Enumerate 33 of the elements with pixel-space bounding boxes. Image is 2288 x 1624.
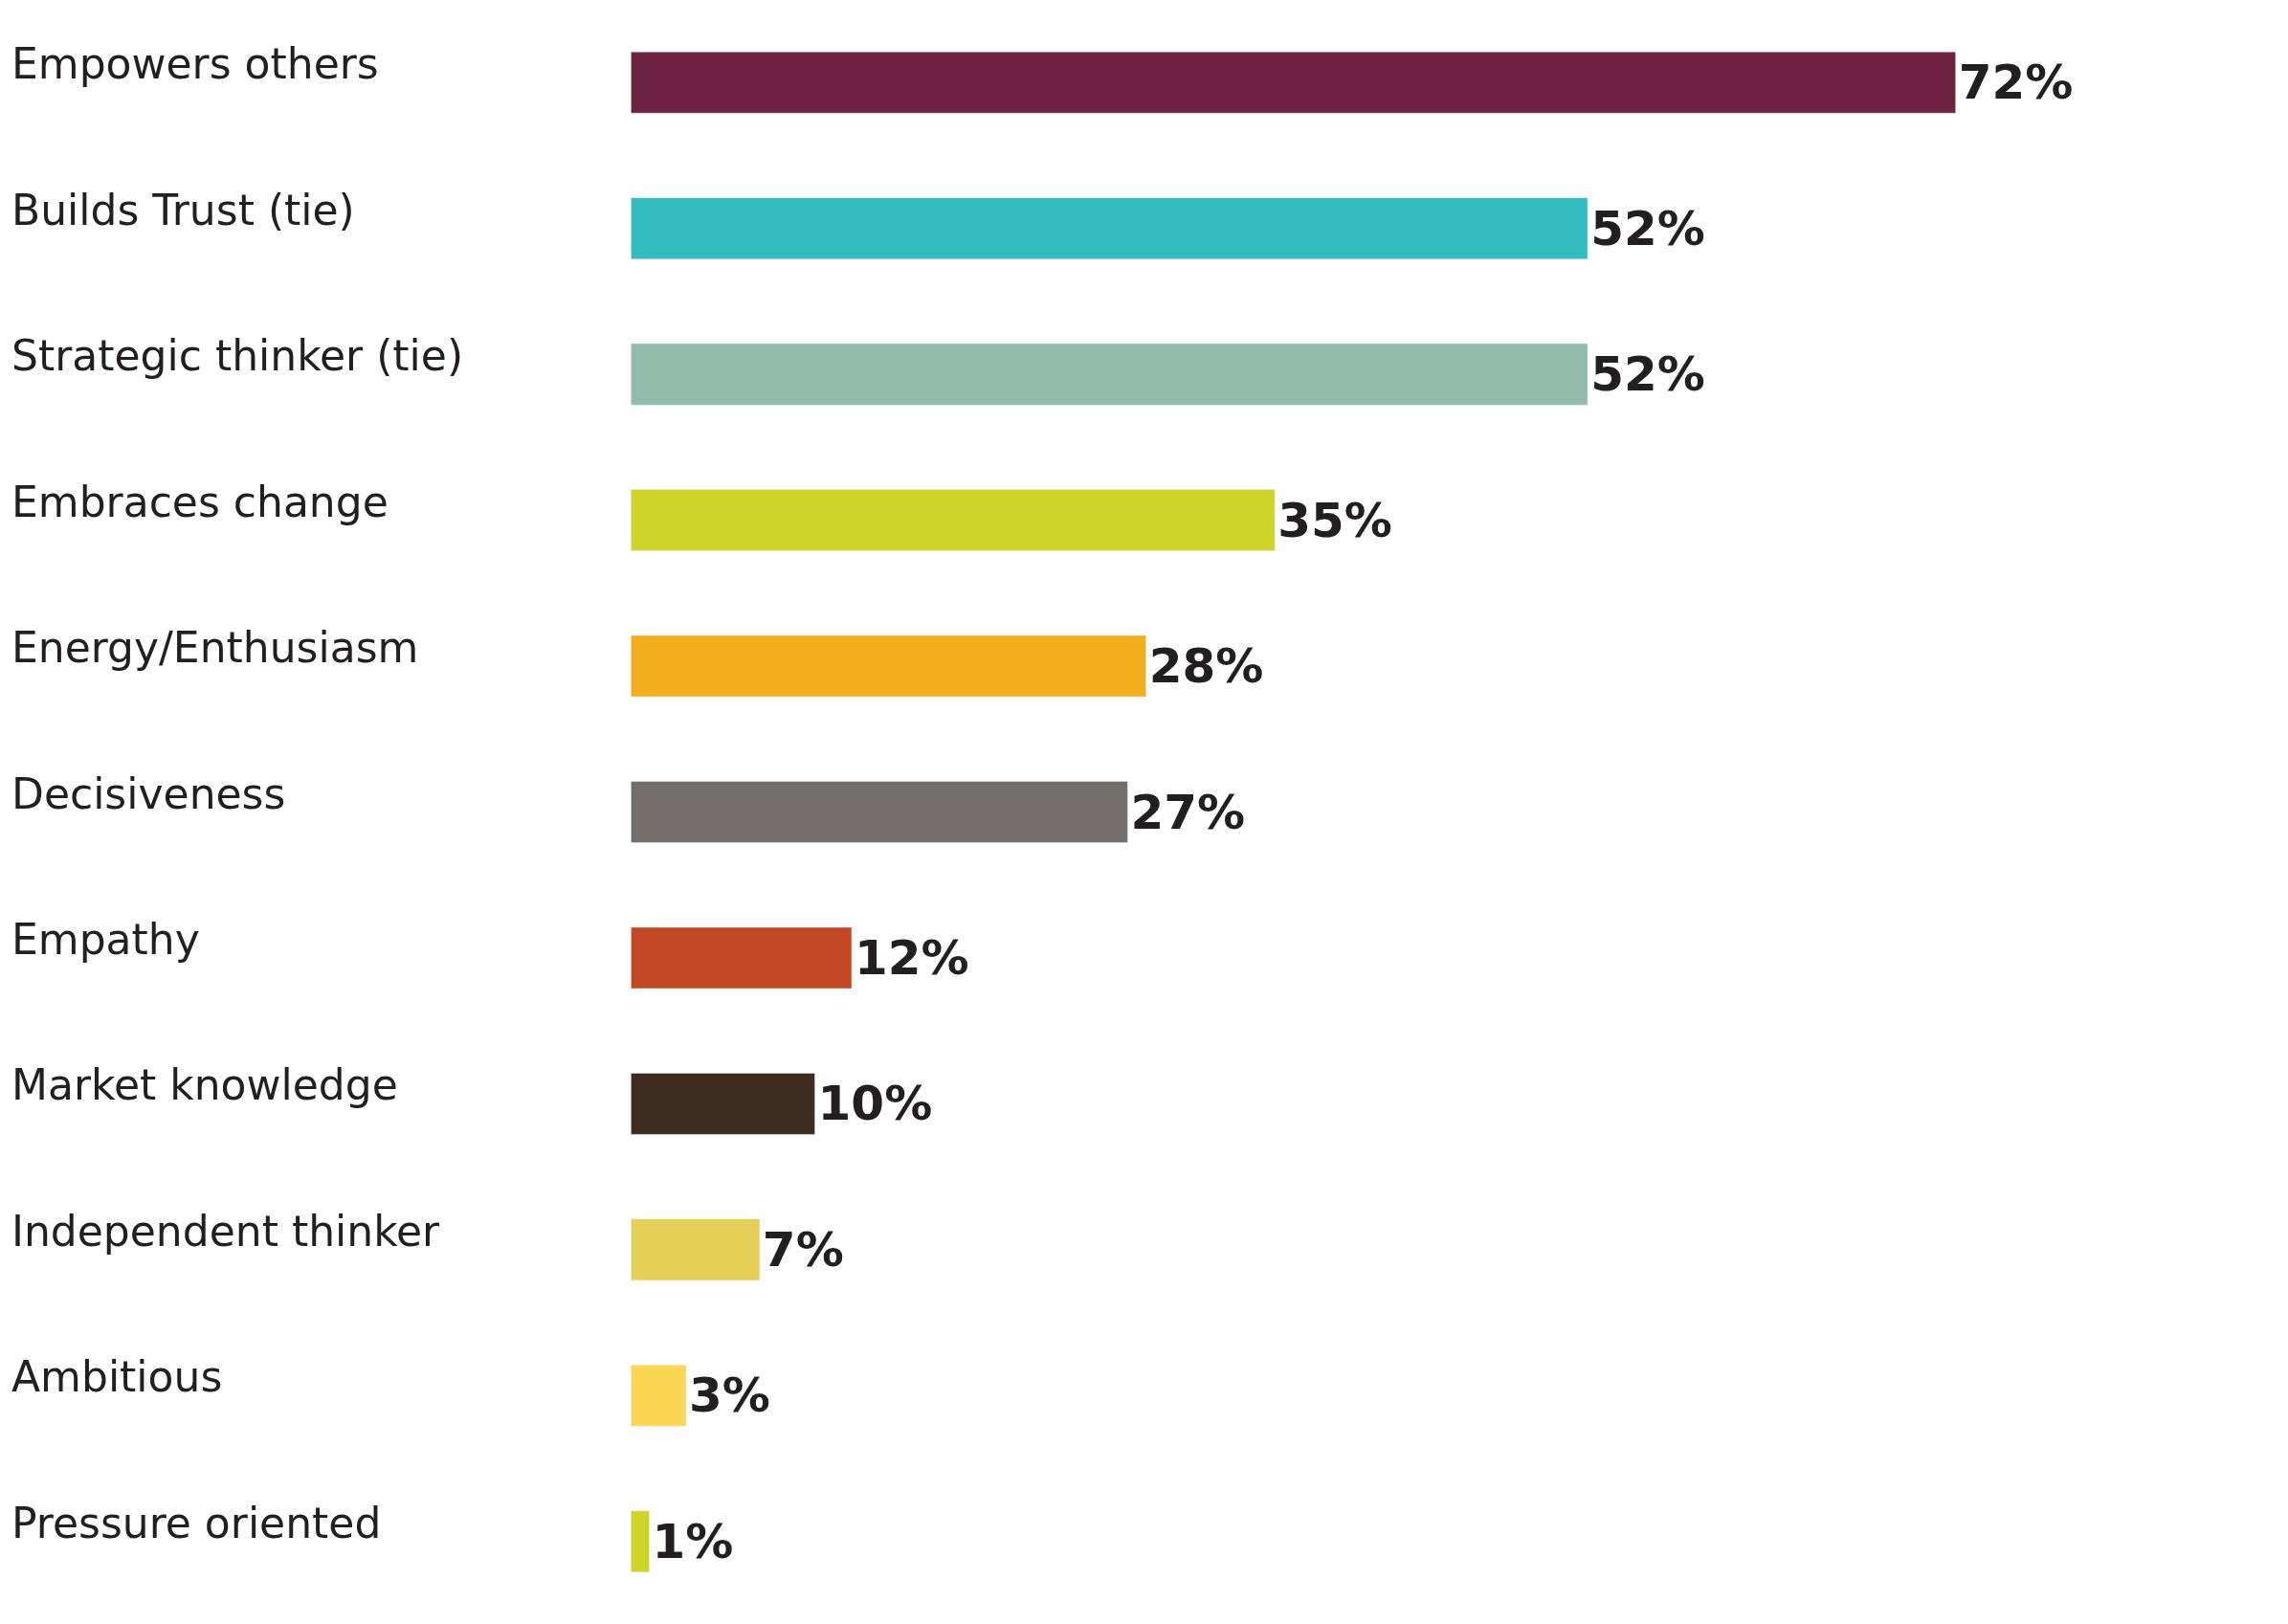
data-label: 12% — [855, 929, 969, 986]
bar — [631, 197, 1588, 259]
data-label: 35% — [1277, 492, 1392, 548]
bar — [631, 1218, 761, 1281]
bar — [631, 926, 853, 990]
y-tick-label: Ambitious — [11, 1352, 223, 1401]
bar — [631, 1365, 687, 1427]
bar — [631, 489, 1276, 551]
data-label: 3% — [688, 1368, 770, 1424]
y-tick-label: Pressure oriented — [11, 1499, 382, 1547]
bar — [631, 781, 1128, 843]
data-label: 28% — [1148, 638, 1264, 695]
bar — [631, 634, 1146, 698]
y-tick-label: Market knowledge — [11, 1060, 398, 1109]
data-label: 27% — [1130, 784, 1246, 840]
data-label: 7% — [762, 1221, 844, 1278]
data-label: 52% — [1590, 346, 1705, 403]
y-tick-label: Builds Trust (tie) — [11, 186, 355, 234]
data-label: 1% — [652, 1513, 734, 1569]
data-label: 72% — [1958, 55, 2074, 111]
bar — [631, 343, 1588, 406]
bar — [631, 1510, 650, 1573]
y-tick-label: Strategic thinker (tie) — [11, 331, 464, 380]
data-label: 52% — [1590, 200, 1705, 256]
y-tick-label: Decisiveness — [11, 769, 286, 818]
bar — [631, 51, 1956, 114]
y-tick-label: Empathy — [11, 915, 200, 964]
y-tick-label: Energy/Enthusiasm — [11, 623, 419, 672]
y-tick-label: Independent thinker — [11, 1207, 441, 1256]
y-tick-label: Empowers others — [11, 39, 379, 88]
data-label: 10% — [817, 1076, 933, 1132]
y-tick-label: Embraces change — [11, 478, 389, 526]
bar — [631, 1073, 815, 1135]
